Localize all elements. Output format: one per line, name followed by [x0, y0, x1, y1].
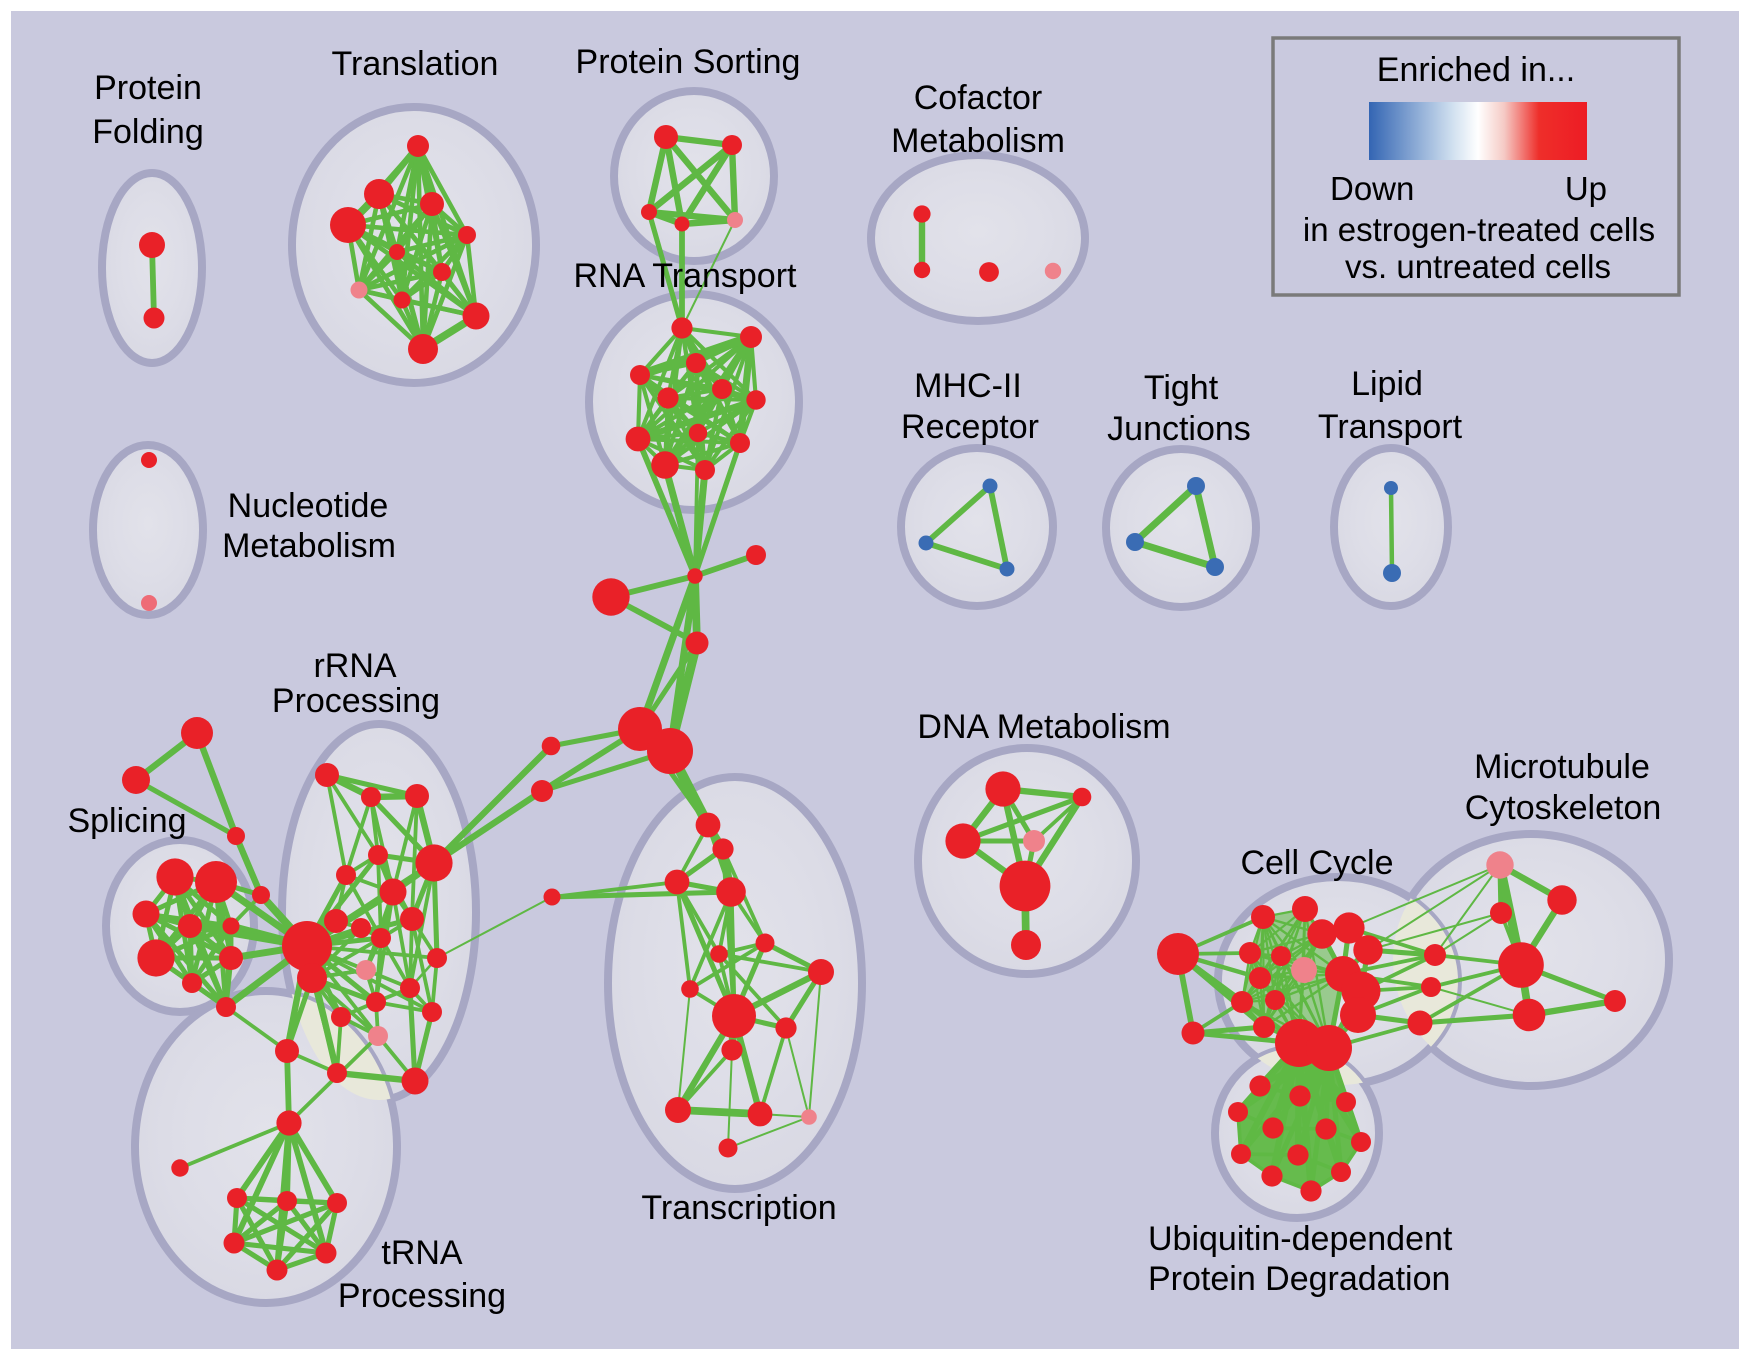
- svg-text:Splicing: Splicing: [67, 802, 186, 840]
- svg-text:Junctions: Junctions: [1107, 410, 1251, 448]
- svg-text:Enriched in...: Enriched in...: [1377, 51, 1575, 89]
- svg-text:Down: Down: [1330, 170, 1414, 207]
- svg-text:Processing: Processing: [272, 682, 440, 720]
- svg-text:rRNA: rRNA: [313, 647, 396, 685]
- svg-text:Cytoskeleton: Cytoskeleton: [1465, 789, 1662, 827]
- svg-text:Lipid: Lipid: [1351, 365, 1423, 403]
- svg-text:Ubiquitin-dependent: Ubiquitin-dependent: [1148, 1220, 1453, 1258]
- svg-text:Translation: Translation: [332, 45, 499, 83]
- svg-text:Metabolism: Metabolism: [222, 527, 396, 565]
- svg-text:Metabolism: Metabolism: [891, 122, 1065, 160]
- svg-text:Folding: Folding: [92, 113, 204, 151]
- svg-text:Microtubule: Microtubule: [1474, 748, 1650, 786]
- svg-text:Cofactor: Cofactor: [914, 79, 1043, 117]
- svg-text:in estrogen-treated cells: in estrogen-treated cells: [1303, 211, 1655, 248]
- svg-text:DNA Metabolism: DNA Metabolism: [917, 708, 1170, 746]
- svg-text:Protein Sorting: Protein Sorting: [576, 43, 801, 81]
- svg-text:Receptor: Receptor: [901, 408, 1039, 446]
- svg-text:vs. untreated cells: vs. untreated cells: [1345, 248, 1611, 285]
- svg-text:Cell Cycle: Cell Cycle: [1240, 844, 1393, 882]
- svg-text:Protein Degradation: Protein Degradation: [1148, 1260, 1450, 1298]
- svg-text:RNA Transport: RNA Transport: [574, 257, 798, 295]
- svg-text:Tight: Tight: [1144, 369, 1219, 407]
- svg-text:tRNA: tRNA: [381, 1234, 463, 1272]
- svg-text:Nucleotide: Nucleotide: [228, 487, 389, 525]
- svg-text:MHC-II: MHC-II: [914, 367, 1022, 405]
- svg-text:Transport: Transport: [1318, 408, 1463, 446]
- svg-text:Transcription: Transcription: [641, 1189, 836, 1227]
- svg-text:Processing: Processing: [338, 1277, 506, 1315]
- svg-text:Up: Up: [1565, 170, 1607, 207]
- svg-text:Protein: Protein: [94, 69, 202, 107]
